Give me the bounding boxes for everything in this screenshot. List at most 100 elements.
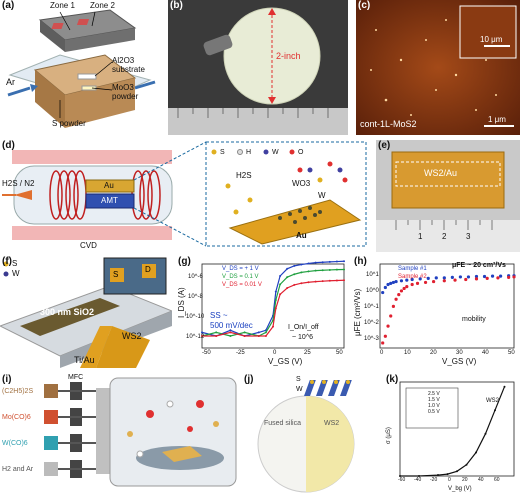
- data-point: [335, 260, 338, 263]
- panel-e: (e) WS2/Au 1 2 3: [376, 140, 520, 252]
- data-point: [503, 385, 506, 388]
- data-point: [264, 331, 267, 334]
- legend-o: O: [298, 149, 304, 156]
- gas-label: H2S / N2: [2, 179, 35, 188]
- xtick: -40: [414, 477, 422, 483]
- g-xlabel: V_GS (V): [268, 357, 303, 366]
- data-point: [466, 275, 471, 279]
- xtick: 40: [482, 350, 489, 356]
- data-point: [512, 275, 516, 279]
- ws2-label: WS2: [324, 420, 340, 427]
- data-point: [257, 331, 260, 334]
- data-point: [386, 282, 390, 287]
- ytick: 10^-1: [364, 304, 379, 310]
- panel-c: (c) 10 μm cont-1L-MoS2 1 μm: [356, 0, 520, 135]
- series-line-0: [400, 386, 506, 477]
- data-point: [381, 290, 385, 295]
- data-point: [389, 314, 393, 318]
- sio2-label: 300 nm SiO2: [40, 307, 95, 317]
- legend-s: S: [12, 259, 18, 268]
- data-point: [434, 276, 438, 280]
- data-point: [383, 334, 387, 338]
- data-point: [494, 409, 496, 412]
- inset-scale: 10 μm: [480, 35, 503, 44]
- data-point: [201, 335, 203, 337]
- data-point: [426, 276, 430, 280]
- data-point: [272, 325, 274, 328]
- panel-k: (k) WS2 σ (μS) V_bg (V) 2.5 V 1.5 V 1.0 …: [384, 374, 520, 494]
- data-point: [321, 269, 324, 272]
- data-point: [314, 269, 317, 272]
- data-point: [328, 279, 331, 282]
- data-point: [474, 277, 479, 281]
- data-point: [383, 285, 387, 290]
- xtick: -60: [398, 477, 406, 483]
- data-point: [243, 335, 246, 337]
- drain-label: D: [145, 265, 151, 274]
- data-point: [274, 290, 277, 293]
- panel-label: (i): [2, 374, 12, 385]
- panel-a: (a) Zone 1 Zone 2 Ar Al2O3 substrate MoO…: [0, 0, 160, 135]
- data-point: [394, 279, 398, 284]
- mfc-label: MFC: [68, 374, 84, 381]
- data-point: [389, 281, 393, 286]
- xtick: 25: [304, 350, 311, 356]
- xtick: 10: [404, 350, 411, 356]
- data-point: [432, 279, 436, 284]
- data-point: [450, 275, 454, 279]
- data-point: [201, 331, 203, 334]
- xtick: -25: [236, 350, 245, 356]
- xtick: -50: [202, 350, 211, 356]
- panel-label: (g): [178, 256, 191, 267]
- film-label: WS2/Au: [424, 168, 458, 178]
- source-wco: W(CO)6: [2, 440, 28, 447]
- ws2-curve-label: WS2: [486, 398, 500, 404]
- onoff-annotation-2: ~ 10^6: [292, 334, 313, 341]
- data-point: [399, 289, 404, 293]
- tiau-label: Ti/Au: [74, 355, 95, 365]
- data-point: [286, 287, 289, 289]
- substrate-label: Al2O3: [112, 56, 135, 65]
- data-point: [405, 278, 409, 282]
- amt-label: AMT: [101, 196, 118, 205]
- xtick: 0: [380, 350, 384, 356]
- data-point: [484, 432, 487, 435]
- data-point: [286, 276, 289, 279]
- data-point: [456, 470, 458, 473]
- zone2-label: Zone 2: [90, 1, 115, 10]
- data-point: [229, 335, 232, 337]
- data-point: [264, 335, 267, 337]
- h-ylabel: μFE (cm²/Vs): [353, 288, 362, 336]
- h-xlabel: V_GS (V): [442, 357, 477, 366]
- data-point: [314, 280, 317, 283]
- data-point: [279, 275, 282, 277]
- data-point: [229, 331, 232, 334]
- panel-g: (g) SS ~ 500 mV/dec I_On/I_off ~ 10^6 I_…: [176, 256, 350, 368]
- legend-w: W: [12, 269, 20, 278]
- xtick: 40: [478, 477, 484, 483]
- data-point: [335, 268, 338, 271]
- ytick: 10^-2: [364, 320, 379, 326]
- data-point: [386, 324, 390, 328]
- xtick: 60: [494, 477, 500, 483]
- data-point: [397, 293, 401, 297]
- panel-d: (d) H2S / N2 Au AMT CVD S H W O H2S WO3 …: [0, 140, 368, 252]
- source-des: (C2H5)2S: [2, 388, 34, 395]
- ytick: 10^-8: [188, 294, 203, 300]
- afm-image: [356, 0, 520, 135]
- ytick: 10^-12: [186, 334, 205, 340]
- data-point: [321, 280, 324, 283]
- data-point: [507, 275, 511, 279]
- data-point: [300, 282, 303, 285]
- data-point: [499, 274, 503, 278]
- data-point: [391, 280, 395, 285]
- panel-label: (f): [2, 256, 12, 267]
- moo3-label-2: powder: [112, 92, 139, 101]
- ytick: 10^1: [366, 272, 379, 278]
- inset-legend: 1.5 V: [428, 397, 440, 403]
- au-surface-label: Au: [296, 231, 307, 240]
- data-point: [307, 270, 310, 273]
- ytick: 10^0: [366, 288, 379, 294]
- moo3-label: MoO3: [112, 83, 134, 92]
- data-point: [229, 329, 232, 332]
